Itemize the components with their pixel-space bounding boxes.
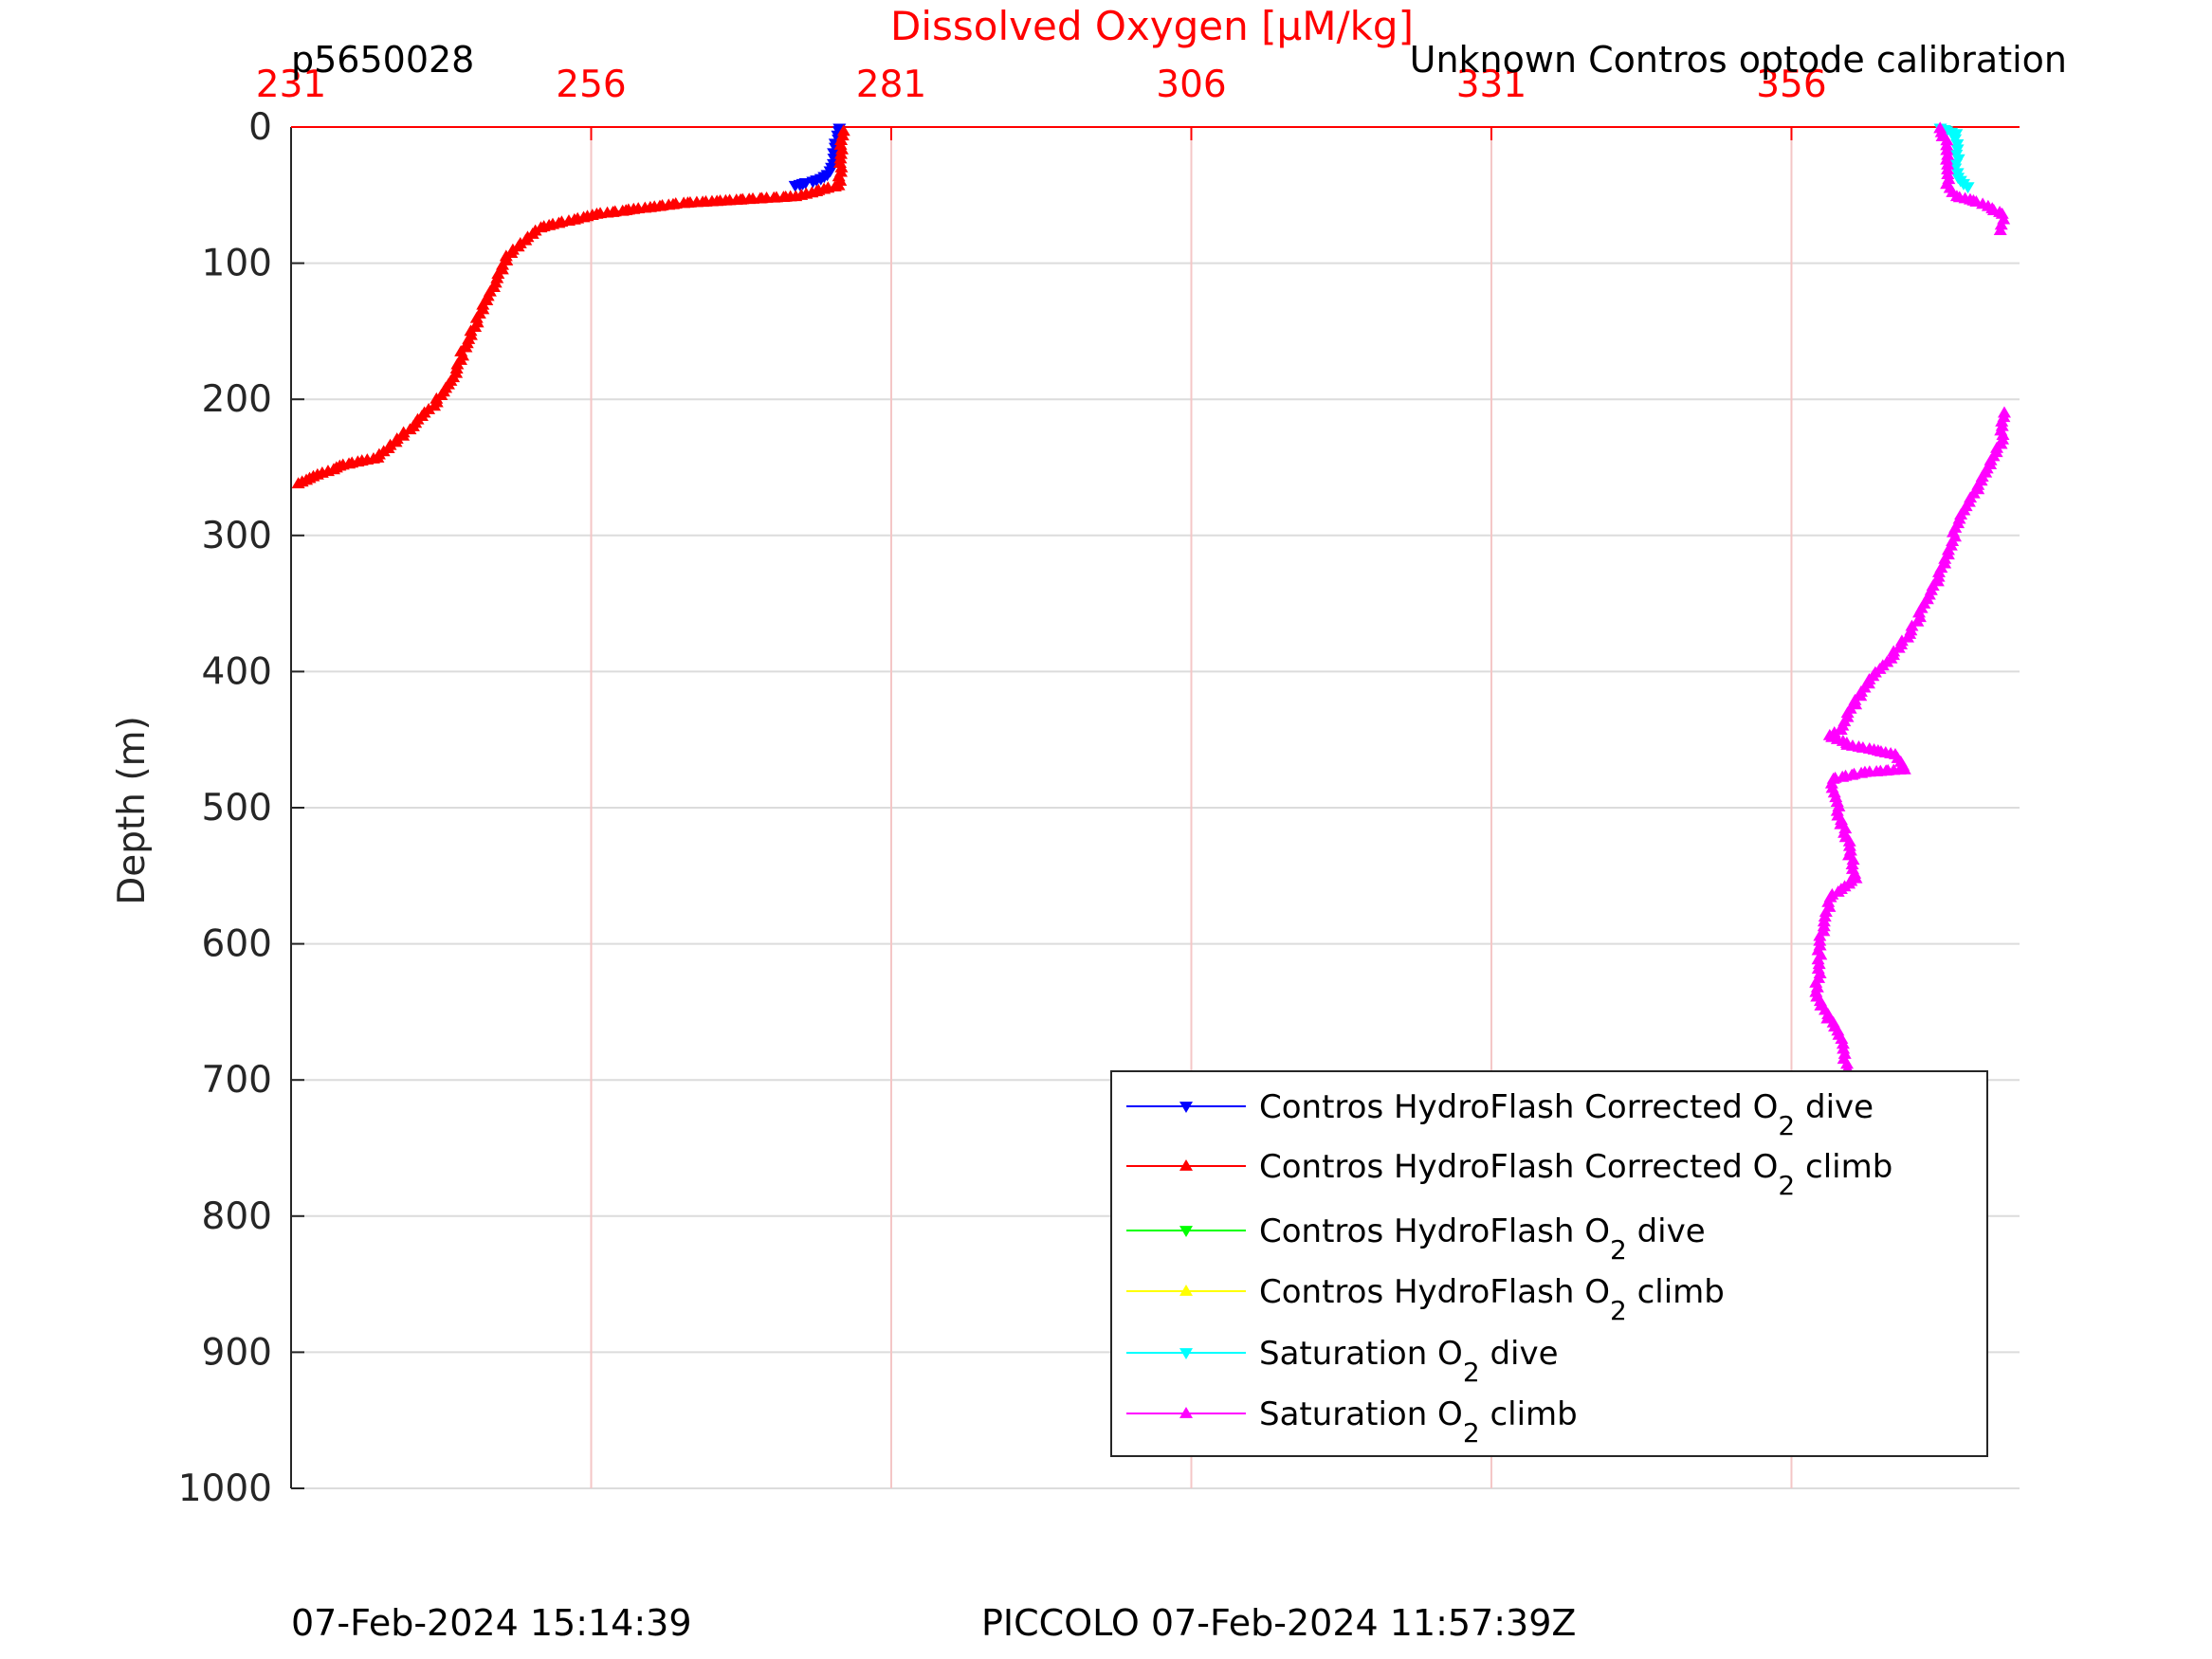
- legend-label-subscript: 2: [1610, 1234, 1627, 1266]
- legend-label-text: Saturation O: [1259, 1395, 1463, 1433]
- calibration-note: Unknown Contros optode calibration: [1410, 39, 2067, 81]
- legend-label-suffix: dive: [1480, 1335, 1559, 1373]
- legend-label-text: Contros HydroFlash Corrected O: [1259, 1088, 1778, 1126]
- series-layer: [292, 121, 2011, 1139]
- y-axis-label: Depth (m): [111, 716, 154, 905]
- y-tick-label: 700: [202, 1059, 272, 1102]
- y-tick-label: 100: [202, 243, 272, 285]
- y-tick-label: 400: [202, 650, 272, 693]
- legend-label-suffix: dive: [1795, 1088, 1874, 1126]
- legend-label-subscript: 2: [1610, 1295, 1627, 1326]
- legend-label-text: Contros HydroFlash O: [1259, 1273, 1610, 1311]
- legend-label-text: Contros HydroFlash Corrected O: [1259, 1148, 1778, 1186]
- y-tick-label: 1000: [178, 1468, 272, 1510]
- legend-label-subscript: 2: [1778, 1110, 1795, 1141]
- y-tick-label: 800: [202, 1195, 272, 1238]
- legend-label-suffix: climb: [1795, 1148, 1892, 1186]
- legend-label-text: Saturation O: [1259, 1335, 1463, 1373]
- plot-timestamp: 07-Feb-2024 15:14:39: [291, 1602, 692, 1644]
- y-tick-label: 300: [202, 515, 272, 557]
- y-tick-label: 900: [202, 1331, 272, 1374]
- y-tick-label: 200: [202, 378, 272, 421]
- legend-label-subscript: 2: [1463, 1417, 1480, 1449]
- legend-label-subscript: 2: [1778, 1170, 1795, 1201]
- legend-label-text: Contros HydroFlash O: [1259, 1212, 1610, 1250]
- legend-label-suffix: dive: [1627, 1212, 1706, 1250]
- legend-label-suffix: climb: [1480, 1395, 1578, 1433]
- x-tick-label: 306: [1156, 64, 1226, 106]
- legend: Contros HydroFlash Corrected O2 diveCont…: [1111, 1071, 1987, 1456]
- legend-label-subscript: 2: [1463, 1357, 1480, 1388]
- y-tick-label: 0: [248, 106, 272, 149]
- series-contros-hydroflash-corrected-o2-climb: [292, 124, 850, 488]
- oxygen-depth-chart: 01002003004005006007008009001000231 256 28…: [0, 0, 2212, 1659]
- y-tick-label: 600: [202, 923, 272, 966]
- legend-label-suffix: climb: [1627, 1273, 1725, 1311]
- glider-id: p5650028: [291, 39, 474, 81]
- x-tick-label: 256: [556, 64, 626, 106]
- mission-timestamp: PICCOLO 07-Feb-2024 11:57:39Z: [981, 1602, 1576, 1644]
- chart-title: Dissolved Oxygen [μM/kg]: [890, 3, 1414, 49]
- series-line: [299, 131, 844, 483]
- figure: 0 100 200 300 400 500 600 700 800 900 1000 231 256 28…: [0, 0, 2212, 1659]
- y-tick-label: 500: [202, 787, 272, 830]
- x-tick-label: 281: [856, 64, 926, 106]
- series-saturation-o2-climb: [1809, 121, 2011, 1139]
